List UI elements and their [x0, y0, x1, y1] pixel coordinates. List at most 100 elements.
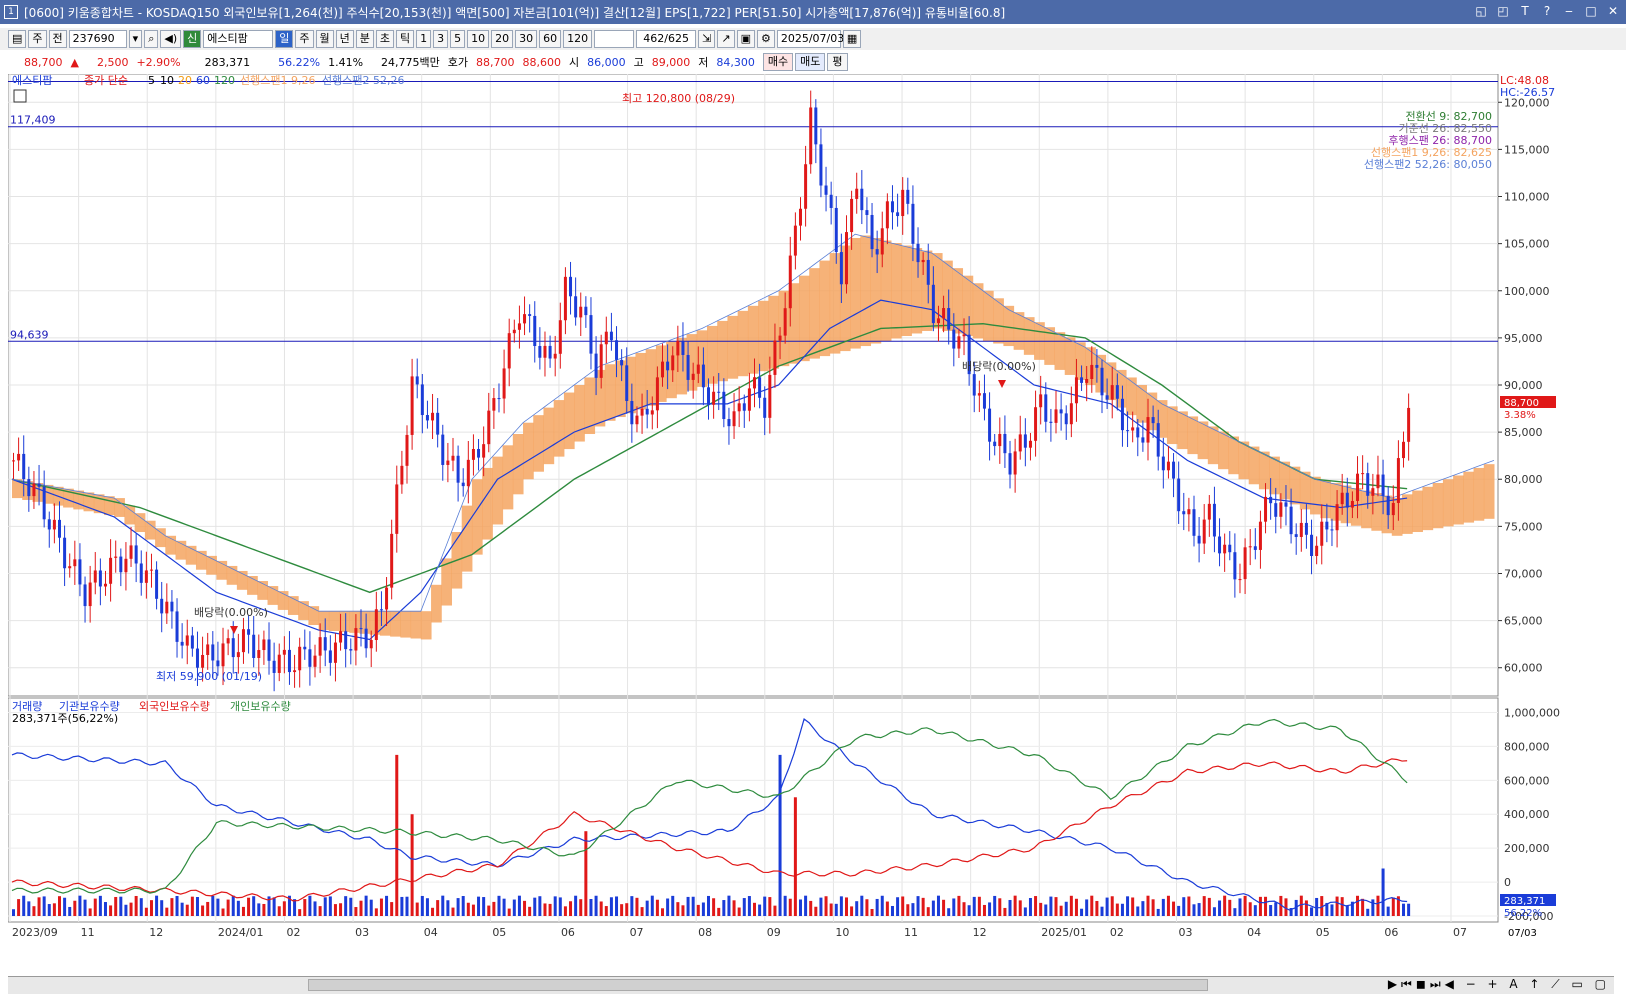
- volume-bar: [1299, 895, 1303, 916]
- tile-icon[interactable]: ◰: [1497, 4, 1509, 18]
- candle-body: [947, 308, 951, 330]
- cloud-segment: [1064, 337, 1076, 375]
- cloud-segment: [1177, 411, 1188, 450]
- candle-body: [747, 388, 751, 411]
- volume-bar: [977, 896, 981, 916]
- interval-5[interactable]: 5: [450, 30, 466, 48]
- volume-bar: [88, 908, 92, 916]
- candle-body: [344, 631, 348, 650]
- volume-bar: [1044, 904, 1048, 916]
- candle-body: [47, 519, 51, 530]
- volume-bar: [1310, 907, 1314, 916]
- chart-svg[interactable]: 117,409 94,639 120,000 115,000 110,000 105,0…: [7, 73, 1614, 974]
- volume-bar: [1361, 898, 1365, 916]
- candle-body: [763, 397, 767, 418]
- volume-bar: [931, 900, 935, 916]
- scrollbar-thumb[interactable]: [308, 979, 1208, 991]
- last-price-label: 88,700: [1504, 398, 1539, 409]
- candle-body: [497, 398, 501, 400]
- candle-body: [1279, 502, 1283, 517]
- tab-week[interactable]: 주: [295, 30, 314, 48]
- date-input[interactable]: 2025/07/03: [776, 30, 844, 48]
- candle-body: [650, 410, 654, 415]
- layout-icon[interactable]: ▤: [8, 30, 27, 48]
- bid-price: 88,600: [522, 55, 562, 69]
- candle-body: [686, 354, 690, 380]
- candle-body: [1172, 461, 1176, 479]
- candle-body: [451, 455, 455, 461]
- cloud-segment: [1402, 494, 1413, 534]
- candle-body: [328, 650, 332, 663]
- cloud-segment: [1258, 451, 1270, 490]
- volume-bar: [109, 905, 113, 916]
- zoom-icon[interactable]: ⇲: [698, 30, 716, 48]
- candle-body: [742, 403, 746, 411]
- candle-body: [640, 408, 644, 416]
- interval-3[interactable]: 3: [433, 30, 449, 48]
- interval-10[interactable]: 10: [467, 30, 490, 48]
- candle-body: [829, 194, 833, 208]
- candle-body: [1141, 437, 1145, 443]
- font-icon[interactable]: T: [1521, 4, 1529, 18]
- help-icon[interactable]: ?: [1543, 4, 1551, 18]
- scroll-buttons[interactable]: ▶⏮◼⏭◀ − + A ↑ ⟋ ▭ ▢: [1387, 977, 1610, 991]
- minimize-icon[interactable]: ‒: [1565, 4, 1573, 18]
- candle-body: [1391, 502, 1395, 516]
- cloud-segment: [1054, 332, 1066, 370]
- interval-1[interactable]: 1: [416, 30, 432, 48]
- close-icon[interactable]: ✕: [1607, 4, 1619, 18]
- interval-20[interactable]: 20: [491, 30, 514, 48]
- stock-name[interactable]: 에스티팜: [203, 30, 274, 48]
- candle-body: [844, 232, 848, 285]
- search-icon[interactable]: ⌕: [144, 30, 159, 48]
- sell-button[interactable]: 매도: [795, 53, 826, 71]
- volume-bar: [1049, 896, 1053, 916]
- volume-bar: [788, 898, 792, 916]
- candle-body: [1340, 492, 1344, 505]
- tab-month[interactable]: 월: [315, 30, 334, 48]
- tab-day[interactable]: 일: [275, 30, 294, 48]
- cloud-segment: [236, 570, 248, 590]
- candle-body: [768, 374, 772, 418]
- candle-body: [247, 629, 251, 635]
- tab-minute[interactable]: 분: [355, 30, 374, 48]
- candle-body: [149, 569, 153, 571]
- code-dropdown-icon[interactable]: ▾: [128, 30, 143, 48]
- volume-bar: [333, 904, 337, 916]
- cloud-segment: [206, 555, 217, 575]
- code-input[interactable]: 237690: [68, 30, 127, 48]
- volume-bar: [538, 896, 542, 916]
- interval-60[interactable]: 60: [539, 30, 562, 48]
- interval-120[interactable]: 120: [563, 30, 593, 48]
- candle-body: [1197, 535, 1201, 544]
- restore-icon[interactable]: ◱: [1475, 4, 1487, 18]
- even-button[interactable]: 평: [827, 53, 848, 71]
- speaker-icon[interactable]: ◀): [160, 30, 182, 48]
- draw-icon[interactable]: ↗: [717, 30, 735, 48]
- horizontal-scrollbar[interactable]: ▶⏮◼⏭◀ − + A ↑ ⟋ ▭ ▢: [8, 976, 1614, 994]
- volume-bar: [1008, 899, 1012, 916]
- calendar-icon[interactable]: ▦: [842, 30, 862, 48]
- custom-interval-input[interactable]: [594, 30, 635, 48]
- period-unit-select[interactable]: 주: [28, 30, 47, 48]
- save-icon[interactable]: ▣: [736, 30, 755, 48]
- volume-bar: [1294, 899, 1298, 916]
- cloud-segment: [982, 290, 994, 342]
- tab-second[interactable]: 초: [375, 30, 394, 48]
- buy-button[interactable]: 매수: [762, 53, 794, 71]
- volume-bar: [98, 895, 102, 916]
- maximize-icon[interactable]: □: [1585, 4, 1597, 18]
- tab-tick[interactable]: 틱: [396, 30, 415, 48]
- candle-body: [216, 660, 220, 667]
- candle-body: [436, 412, 440, 435]
- candle-body: [103, 583, 107, 587]
- candle-body: [211, 644, 215, 661]
- chart-area[interactable]: 117,409 94,639 120,000 115,000 110,000 105,0…: [7, 73, 1614, 974]
- interval-30[interactable]: 30: [515, 30, 538, 48]
- panel-toggle-icon[interactable]: [13, 89, 27, 103]
- tab-year[interactable]: 년: [335, 30, 354, 48]
- gear-icon[interactable]: ⚙: [756, 30, 775, 48]
- all-button[interactable]: 전: [48, 30, 67, 48]
- volume-bar: [666, 898, 670, 916]
- volume-bar: [1034, 896, 1038, 916]
